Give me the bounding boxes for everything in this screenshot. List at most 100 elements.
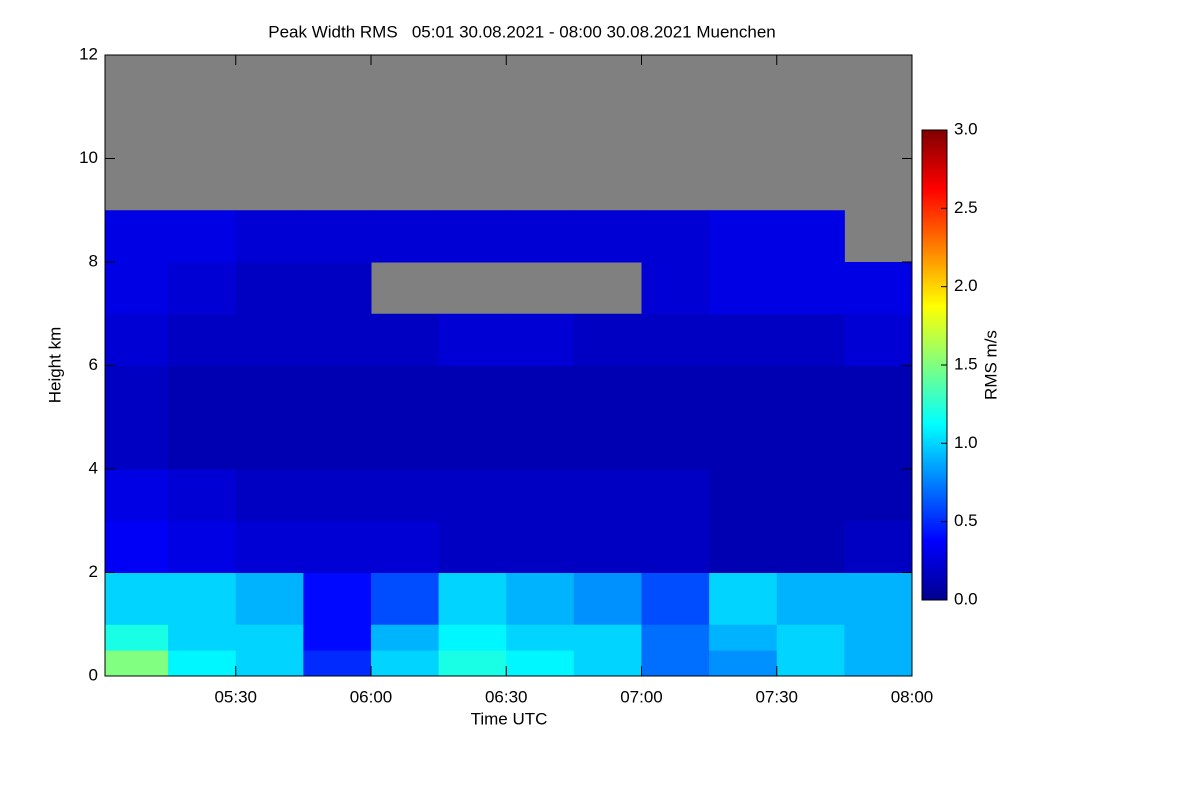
heatmap-cell: [438, 572, 507, 625]
heatmap-cell: [844, 572, 913, 625]
heatmap-cell: [105, 365, 169, 418]
chart-title: Peak Width RMS 05:01 30.08.2021 - 08:00 …: [268, 22, 776, 41]
heatmap-cell: [709, 650, 778, 677]
heatmap-cell: [709, 417, 778, 470]
heatmap-cell: [506, 469, 575, 522]
heatmap-cell: [709, 520, 778, 573]
heatmap-cell: [776, 520, 845, 573]
heatmap-cell: [370, 365, 440, 418]
colorbar-title: RMS m/s: [981, 330, 1000, 400]
y-tick-label: 0: [89, 665, 98, 684]
heatmap-cell: [235, 520, 304, 573]
heatmap-cell: [506, 365, 575, 418]
x-tick-label: 05:30: [214, 687, 257, 706]
heatmap-cell: [168, 417, 237, 470]
heatmap-cell: [235, 313, 304, 366]
x-tick-label: 06:00: [350, 687, 393, 706]
heatmap-cell: [709, 365, 778, 418]
heatmap-cell: [506, 210, 575, 263]
heatmap-cell: [506, 417, 575, 470]
heatmap-cell: [168, 650, 237, 677]
heatmap-cell: [776, 365, 845, 418]
heatmap-cell: [105, 210, 169, 263]
heatmap-cell: [303, 520, 372, 573]
heatmap-cell: [370, 313, 440, 366]
heatmap-cell: [844, 624, 913, 651]
heatmap-cell: [776, 624, 845, 651]
heatmap-cell: [506, 520, 575, 573]
heatmap-cell: [303, 469, 372, 522]
heatmap-cell: [235, 572, 304, 625]
heatmap-cell: [506, 572, 575, 625]
heatmap-cell: [168, 313, 237, 366]
heatmap-cell: [438, 520, 507, 573]
heatmap-cell: [709, 572, 778, 625]
heatmap-cell: [844, 365, 913, 418]
colorbar-tick-label: 2.0: [954, 276, 978, 295]
heatmap-cell: [105, 572, 169, 625]
heatmap-cell: [506, 624, 575, 651]
heatmap-cell: [370, 469, 440, 522]
heatmap-cell: [641, 262, 710, 315]
heatmap-cell: [709, 313, 778, 366]
heatmap-cell: [844, 650, 913, 677]
heatmap-cell: [641, 210, 710, 263]
heatmap-cell: [776, 469, 845, 522]
heatmap-cell: [235, 262, 304, 315]
heatmap-cell: [641, 650, 710, 677]
x-tick-label: 07:00: [620, 687, 663, 706]
heatmap-cell: [709, 624, 778, 651]
heatmap-cell: [573, 365, 642, 418]
heatmap-cell: [235, 210, 304, 263]
heatmap-cell: [438, 469, 507, 522]
heatmap-cell: [105, 520, 169, 573]
heatmap-cell: [105, 650, 169, 677]
heatmap-cell: [235, 624, 304, 651]
heatmap-cell: [303, 417, 372, 470]
heatmap-cell: [370, 520, 440, 573]
heatmap-cell: [303, 650, 372, 677]
heatmap-cell: [844, 417, 913, 470]
heatmap-cell: [235, 417, 304, 470]
heatmap-cell: [438, 417, 507, 470]
y-tick-label: 12: [79, 44, 98, 63]
heatmap-cell: [776, 210, 845, 263]
heatmap-cell: [506, 313, 575, 366]
heatmap-cell: [235, 365, 304, 418]
heatmap-cell: [438, 650, 507, 677]
heatmap-cell: [573, 650, 642, 677]
heatmap-cell: [105, 624, 169, 651]
colorbar-tick-label: 3.0: [954, 119, 978, 138]
y-tick-label: 8: [89, 251, 98, 270]
colorbar-tick-label: 2.5: [954, 198, 978, 217]
heatmap-cell: [709, 469, 778, 522]
heatmap-cell: [573, 624, 642, 651]
heatmap-cell: [105, 313, 169, 366]
heatmap-cell: [303, 365, 372, 418]
heatmap-cell: [303, 313, 372, 366]
heatmap-cell: [641, 313, 710, 366]
heatmap-cell: [438, 624, 507, 651]
colorbar-tick-label: 0.0: [954, 589, 978, 608]
heatmap-cell: [573, 417, 642, 470]
heatmap-cell: [168, 572, 237, 625]
heatmap-cell: [370, 417, 440, 470]
heatmap-cell: [168, 520, 237, 573]
heatmap-cell: [168, 262, 237, 315]
heatmap-cell: [776, 417, 845, 470]
y-axis-title: Height km: [45, 327, 64, 404]
heatmap-cell: [370, 210, 440, 263]
heatmap-cell: [844, 520, 913, 573]
y-tick-label: 10: [79, 148, 98, 167]
x-tick-label: 08:00: [891, 687, 934, 706]
heatmap-cell: [844, 469, 913, 522]
heatmap-cell: [709, 210, 778, 263]
heatmap-cell: [641, 417, 710, 470]
heatmap-cell: [776, 572, 845, 625]
colorbar-tick-label: 1.5: [954, 354, 978, 373]
heatmap-cell: [303, 210, 372, 263]
y-tick-label: 6: [89, 355, 98, 374]
heatmap-cell: [573, 210, 642, 263]
